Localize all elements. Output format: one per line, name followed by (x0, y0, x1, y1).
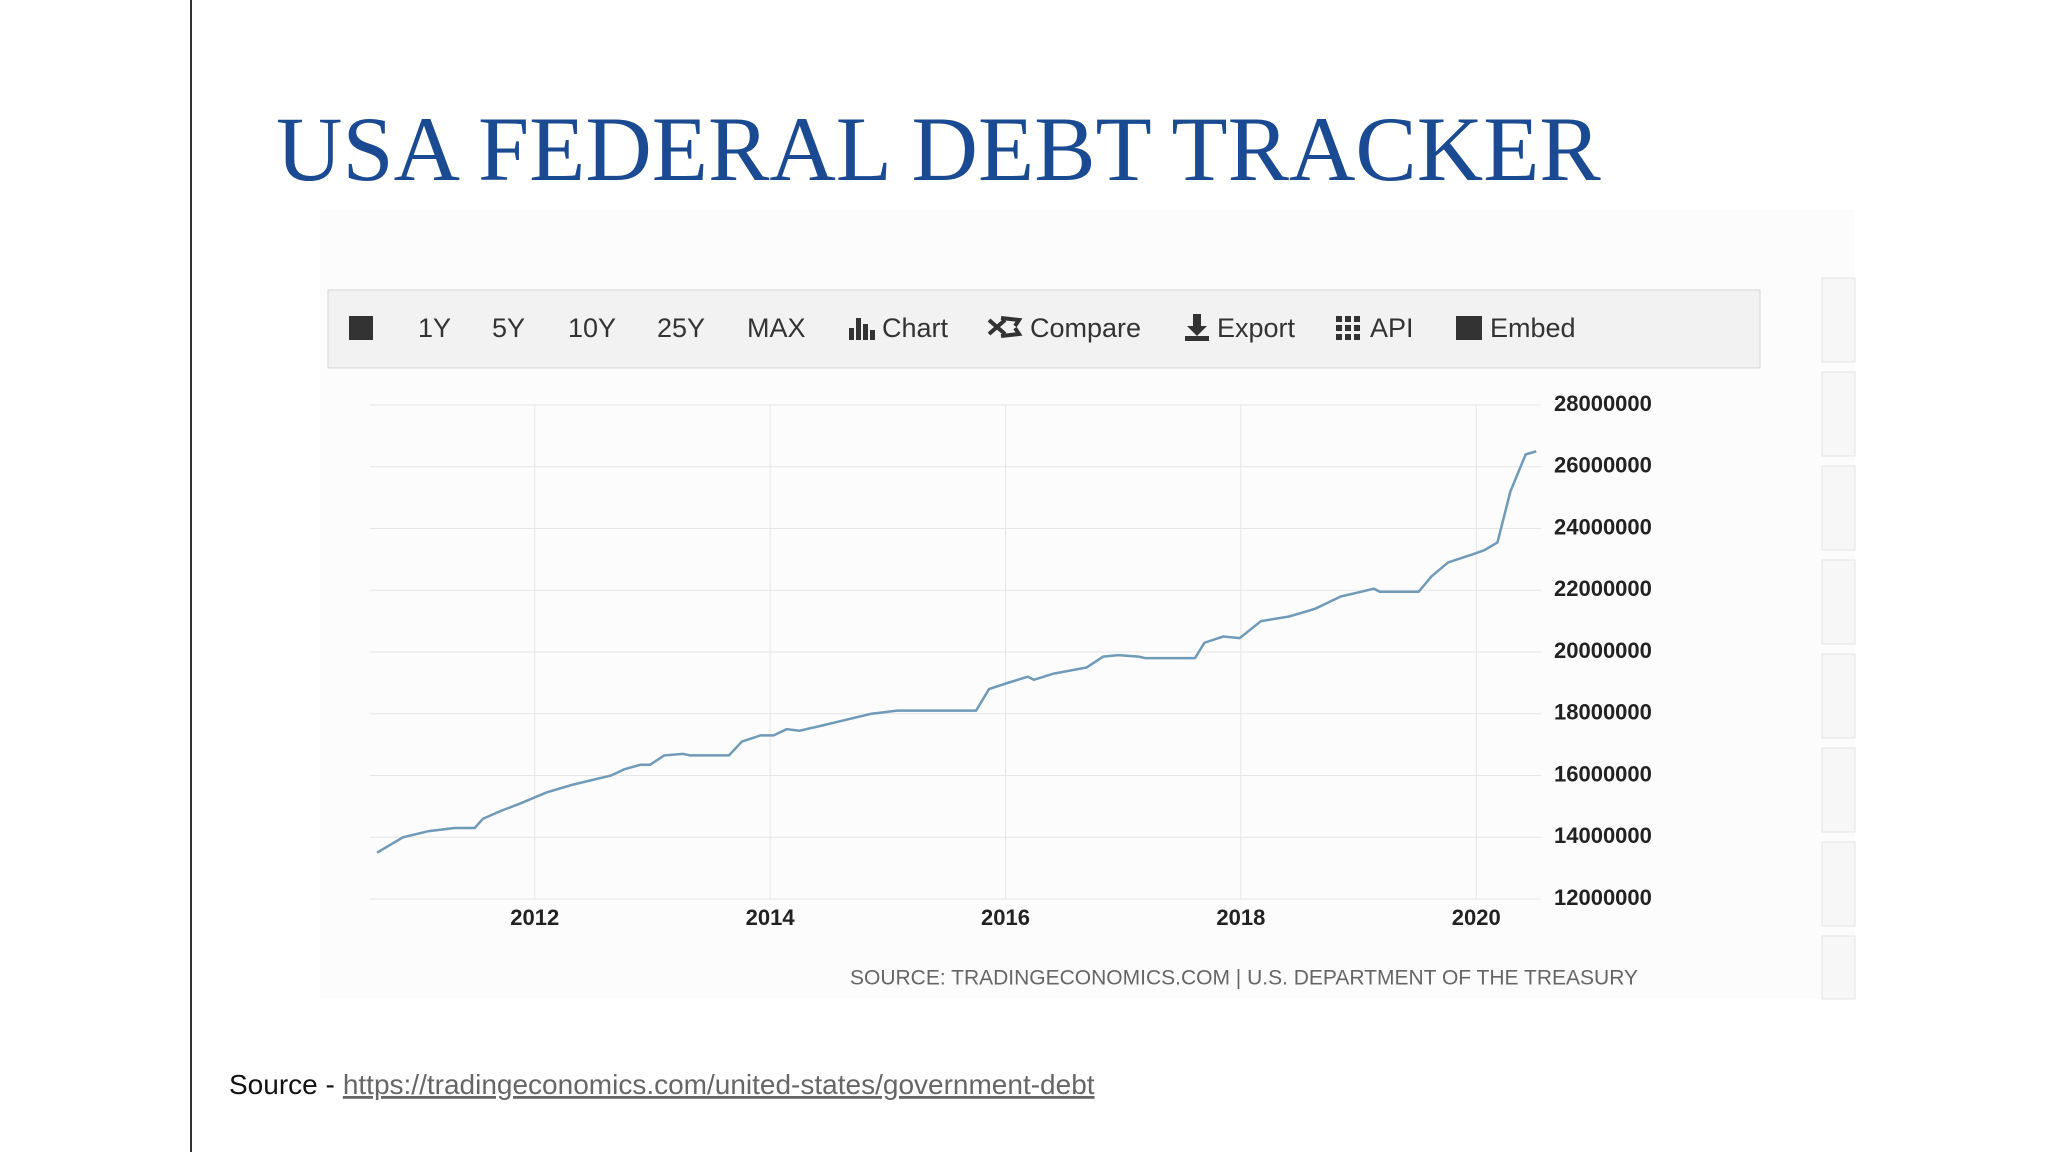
y-tick-label: 12000000 (1554, 885, 1652, 910)
x-tick-label: 2020 (1452, 905, 1501, 930)
slide-title: USA FEDERAL DEBT TRACKER (276, 98, 1601, 200)
toolbar-button[interactable]: Export (1217, 313, 1296, 343)
data-line (376, 450, 1537, 854)
toolbar-button[interactable]: 25Y (657, 313, 705, 343)
source-label: Source - (229, 1069, 335, 1100)
calendar-icon[interactable] (349, 316, 373, 340)
y-tick-label: 18000000 (1554, 700, 1652, 725)
compare-icon (987, 316, 1023, 338)
toolbar-button[interactable]: 5Y (492, 313, 525, 343)
toolbar-button[interactable]: Compare (1030, 313, 1141, 343)
y-tick-label: 14000000 (1554, 823, 1652, 848)
embed-icon (1456, 316, 1482, 340)
export-icon (1185, 314, 1209, 341)
toolbar-icons (349, 314, 1482, 341)
toolbar-button[interactable]: Chart (882, 313, 949, 343)
toolbar-button[interactable]: 10Y (568, 313, 616, 343)
toolbar (327, 289, 1761, 369)
y-tick-label: 20000000 (1554, 638, 1652, 663)
y-tick-label: 22000000 (1554, 576, 1652, 601)
chart-source: SOURCE: TRADINGECONOMICS.COM | U.S. DEPA… (850, 967, 1638, 990)
y-tick-label: 16000000 (1554, 761, 1652, 786)
y-tick-label: 28000000 (1554, 391, 1652, 416)
source-note: Source - https://tradingeconomics.com/uni… (229, 1069, 1095, 1100)
y-tick-label: 24000000 (1554, 514, 1652, 539)
x-tick-label: 2016 (981, 905, 1030, 930)
api-icon (1336, 316, 1360, 340)
chart-icon (849, 328, 854, 340)
x-tick-label: 2012 (510, 905, 559, 930)
x-tick-label: 2014 (746, 905, 796, 930)
toolbar-button[interactable]: API (1370, 313, 1414, 343)
toolbar-button[interactable]: 1Y (418, 313, 451, 343)
side-strip (1821, 277, 1856, 1000)
toolbar-button[interactable]: MAX (747, 313, 806, 343)
toolbar-button[interactable]: Embed (1490, 313, 1576, 343)
y-tick-label: 26000000 (1554, 453, 1652, 478)
source-link[interactable]: https://tradingeconomics.com/united-stat… (343, 1069, 1095, 1100)
x-tick-label: 2018 (1216, 905, 1265, 930)
